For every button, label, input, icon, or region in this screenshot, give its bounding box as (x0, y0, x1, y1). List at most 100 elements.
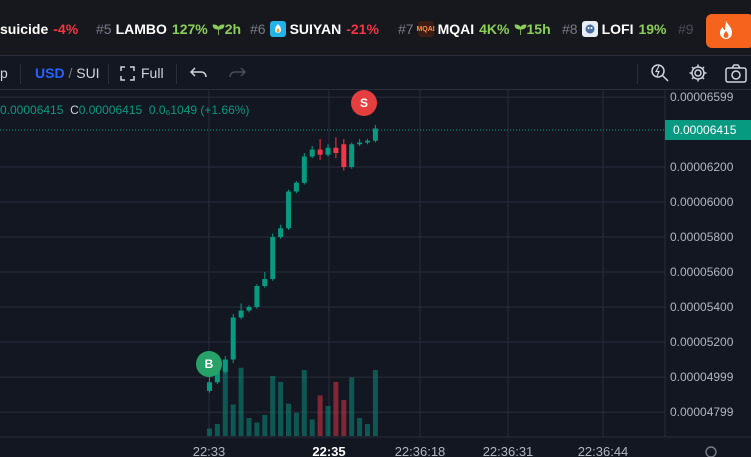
currency-separator: / (64, 65, 77, 81)
candle-body (293, 182, 299, 192)
x-tick-label: 22:36:44 (578, 444, 629, 457)
price-chart[interactable]: 0.00006599 0.00006200 0.00006000 0.00005800… (0, 90, 751, 457)
gear-icon (689, 64, 707, 82)
candle-body (254, 286, 260, 307)
y-tick-label: 0.00005600 (670, 265, 734, 279)
candle-body (270, 237, 276, 279)
sprout-icon (212, 24, 225, 35)
toolbar-divider (176, 64, 177, 84)
volume-bar (317, 395, 323, 436)
ticker-rank: #6 (250, 21, 266, 37)
legend-open-value: 0.00006415 (0, 103, 64, 117)
ticker-rank: #9 (678, 21, 694, 37)
candle-body (325, 147, 331, 155)
candle-body (309, 149, 315, 157)
ticker-item-suicide[interactable]: suicide -4% (0, 19, 78, 39)
y-tick-label: 0.00006200 (670, 160, 734, 174)
volume-bar (325, 406, 331, 436)
settings-button[interactable] (688, 56, 708, 90)
toolbar-divider (20, 64, 21, 84)
volume-bar (238, 367, 244, 436)
candle-body (262, 279, 268, 286)
volume-bar (207, 428, 212, 436)
ticker-age: 15h (514, 21, 551, 37)
currency-toggle[interactable]: USD / SUI (35, 56, 100, 90)
currency-sui[interactable]: SUI (76, 65, 100, 81)
y-tick-label: 0.00006000 (670, 195, 734, 209)
x-tick-label: 22:35 (312, 444, 345, 457)
ticker-change: 19% (638, 21, 667, 37)
currency-usd[interactable]: USD (35, 65, 65, 81)
candle-body (372, 128, 378, 141)
legend-change: 0.0₆1049 (+1.66%) (148, 103, 250, 117)
volume-bar (214, 424, 220, 436)
ticker-item-lambo[interactable]: #5 LAMBO 127% 2h (96, 19, 241, 39)
candle-body (341, 144, 347, 167)
candle-body (365, 140, 370, 143)
ticker-item-lofi[interactable]: #8 LOFI 19% (562, 19, 667, 39)
ticker-symbol: SUIYAN (289, 21, 342, 37)
ticker-symbol: LOFI (601, 21, 634, 37)
fullscreen-icon (120, 65, 135, 81)
suiyan-logo-icon (269, 21, 286, 37)
fullscreen-label: Full (141, 65, 164, 81)
ticker-item-mqai[interactable]: #7 MQAI MQAI 4K% 15h (398, 19, 551, 39)
redo-button[interactable] (228, 56, 246, 90)
legend-close-value: 0.00006415 (78, 103, 143, 117)
chart-toolbar: p USD / SUI Full (0, 56, 751, 90)
ticker-item-9[interactable]: #9 (678, 19, 698, 39)
ticker-rank: #8 (562, 21, 578, 37)
y-tick-label: 0.00005200 (670, 335, 734, 349)
undo-icon (190, 67, 207, 78)
ticker-rank: #5 (96, 21, 112, 37)
x-tick-label: 22:36:18 (395, 444, 446, 457)
volume-bar (357, 418, 363, 436)
lofi-logo-icon (581, 21, 598, 37)
y-tick-label: 0.00004799 (670, 405, 734, 419)
hot-tokens-button[interactable] (706, 14, 751, 48)
candle-body (214, 371, 220, 383)
sell-marker[interactable]: S (351, 90, 377, 116)
ticker-age: 2h (212, 21, 241, 37)
ticker-change: 127% (171, 21, 208, 37)
volume-bar (293, 412, 299, 436)
current-price-label: 0.00006415 (665, 120, 751, 140)
axis-settings-icon[interactable] (705, 446, 717, 457)
toolbar-cut-item[interactable]: p (0, 65, 8, 81)
y-tick-label: 0.00004999 (670, 370, 734, 384)
volume-bar (262, 415, 268, 436)
ticker-change: -21% (346, 21, 379, 37)
volume-bar (286, 403, 291, 436)
candle-body (286, 191, 291, 229)
mqai-logo-icon: MQAI (416, 21, 435, 37)
candle-body (317, 149, 323, 155)
buy-marker[interactable]: B (196, 351, 222, 377)
x-tick-label: 22:36:31 (483, 444, 534, 457)
ticker-change: 4K% (479, 21, 510, 37)
ticker-rank: #7 (398, 21, 414, 37)
fire-icon (720, 21, 732, 39)
sprout-icon (514, 24, 526, 35)
screenshot-button[interactable] (725, 56, 747, 90)
toolbar-divider (108, 64, 109, 84)
ticker-age-value: 2h (224, 21, 242, 37)
candle-body (230, 317, 236, 360)
volume-bar (270, 376, 276, 436)
ticker-age-value: 15h (526, 21, 551, 37)
volume-bar (333, 382, 339, 436)
candle-body (357, 142, 363, 145)
undo-button[interactable] (190, 56, 208, 90)
volume-bar (309, 419, 315, 436)
volume-bar (301, 370, 307, 436)
candle-body (238, 310, 244, 318)
volume-bar (254, 422, 260, 436)
y-tick-label: 0.00005800 (670, 230, 734, 244)
flash-search-icon (651, 64, 669, 82)
volume-bar (372, 370, 378, 436)
quick-search-button[interactable] (650, 56, 670, 90)
ticker-item-suiyan[interactable]: #6 SUIYAN -21% (250, 19, 379, 39)
candle-body (349, 144, 355, 167)
fullscreen-button[interactable]: Full (120, 56, 164, 90)
camera-icon (725, 64, 747, 83)
legend-close-label: C (70, 103, 79, 117)
